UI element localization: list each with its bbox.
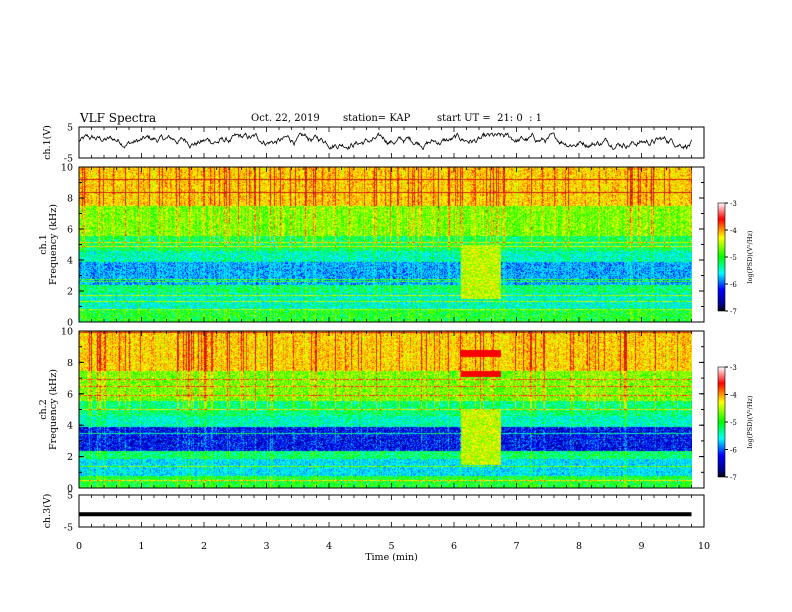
ch3-waveform-frame — [78, 494, 705, 528]
figure-title: VLF Spectra — [80, 111, 157, 125]
ch2-spectrogram-ytick-label: 4 — [67, 421, 73, 432]
ch2-spectrogram-colorbar-tick-label: -4 — [730, 392, 737, 400]
ch3-waveform-ytick-label: 5 — [67, 491, 73, 502]
ch2-spectrogram-colorbar-tick-label: -6 — [730, 447, 737, 455]
ch1-spectrogram-ylabel: Frequency (kHz) — [48, 204, 59, 285]
x-tick-label: 8 — [576, 541, 582, 552]
x-tick-label: 4 — [326, 541, 332, 552]
x-tick-label: 0 — [76, 541, 82, 552]
ch1-spectrogram-colorbar — [717, 202, 726, 312]
ch1-spectrogram-colorbar-tick-label: -4 — [730, 227, 737, 235]
ch1-spectrogram-ytick-label: 6 — [67, 225, 73, 236]
ch1-spectrogram-frame — [78, 166, 705, 323]
ch2-spectrogram-ytick-label: 0 — [67, 484, 73, 495]
ch1-waveform-trace — [78, 131, 692, 151]
x-axis-label: Time (min) — [365, 552, 418, 563]
ch2-spectrogram-colorbar-tick-label: -5 — [730, 419, 737, 427]
ch1-spectrogram-ytick-label: 4 — [67, 256, 73, 267]
ch1-spectrogram-colorbar-tick-label: -5 — [730, 254, 737, 262]
ch1-spectrogram-colorbar-label: log(PSD)(V²/Hz) — [746, 230, 754, 283]
ch1-spectrogram-ylabel: ch.1 — [38, 234, 49, 255]
ch1-spectrogram-ytick-label: 10 — [61, 163, 73, 174]
ch1-spectrogram-ytick-label: 8 — [67, 194, 73, 205]
ch3-waveform-ylabel: ch.3(V) — [42, 494, 53, 529]
ch1-spectrogram-ytick-label: 2 — [67, 287, 73, 298]
ch1-waveform-frame — [78, 126, 705, 159]
ch2-spectrogram-ytick-label: 10 — [61, 327, 73, 338]
x-tick-label: 2 — [201, 541, 207, 552]
ch1-spectrogram-colorbar-tick-label: -7 — [730, 308, 737, 316]
ch1-spectrogram-ytick-label: 0 — [67, 318, 73, 329]
ch1-spectrogram-heatmap-image — [79, 167, 692, 322]
ch2-spectrogram-colorbar-label: log(PSD)(V²/Hz) — [746, 395, 754, 448]
ch1-waveform-ylabel: ch.1(V) — [42, 125, 53, 160]
ch2-spectrogram-frame — [78, 330, 705, 489]
ch2-spectrogram-colorbar-tick-label: -3 — [730, 364, 737, 372]
ch2-spectrogram-colorbar-tick-label: -7 — [730, 474, 737, 482]
x-tick-label: 5 — [388, 541, 394, 552]
x-tick-label: 7 — [513, 541, 519, 552]
ch1-spectrogram-colorbar-tick-label: -3 — [730, 200, 737, 208]
ch2-spectrogram-heatmap-image — [79, 331, 692, 488]
ch2-spectrogram-ytick-label: 6 — [67, 389, 73, 400]
x-tick-label: 1 — [138, 541, 144, 552]
x-tick-label: 3 — [263, 541, 269, 552]
ch2-spectrogram-ytick-label: 2 — [67, 452, 73, 463]
x-tick-label: 9 — [638, 541, 644, 552]
ch2-spectrogram-colorbar — [717, 366, 726, 478]
x-tick-label: 10 — [698, 541, 710, 552]
station-label: station= KAP — [343, 113, 411, 124]
date-label: Oct. 22, 2019 — [251, 113, 320, 124]
ch1-waveform-ytick-label: 5 — [67, 123, 73, 134]
ch3-waveform-ytick-label: -5 — [64, 523, 73, 534]
ch1-waveform-ytick-label: -5 — [64, 154, 73, 165]
x-tick-label: 6 — [451, 541, 457, 552]
start-time-label: start UT = 21: 0 : 1 — [437, 113, 543, 124]
ch2-spectrogram-ytick-label: 8 — [67, 358, 73, 369]
ch1-spectrogram-colorbar-tick-label: -6 — [730, 281, 737, 289]
ch2-spectrogram-ylabel: Frequency (kHz) — [48, 369, 59, 450]
ch2-spectrogram-ylabel: ch.2 — [38, 399, 49, 420]
